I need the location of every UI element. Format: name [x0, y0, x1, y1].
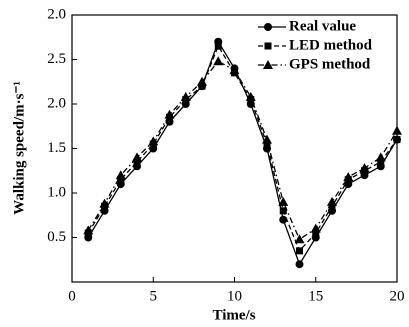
x-tick-label: 0 — [68, 288, 76, 304]
point — [343, 171, 354, 181]
point — [133, 158, 141, 166]
legend-label: LED method — [289, 37, 373, 53]
series-line — [87, 40, 398, 266]
plot-frame — [71, 14, 398, 283]
series-line — [87, 44, 398, 253]
point — [180, 91, 191, 101]
point — [197, 76, 207, 86]
point — [294, 234, 305, 244]
point — [328, 202, 336, 210]
point — [263, 140, 271, 148]
y-tick-label: 1.0 — [47, 184, 66, 200]
y-tick-label: 0.5 — [47, 229, 66, 245]
y-tick-label: 1.5 — [47, 140, 66, 156]
point — [279, 215, 288, 224]
x-tick-label: 15 — [308, 288, 323, 304]
point — [115, 170, 126, 180]
point — [278, 196, 289, 206]
legend-marker — [264, 23, 272, 31]
legend-marker — [263, 60, 273, 69]
point — [393, 136, 401, 144]
y-tick-label: 2.0 — [47, 95, 66, 111]
series-line — [87, 60, 398, 241]
y-tick-label: 2.0 — [47, 6, 66, 22]
legend-marker — [264, 42, 272, 50]
point — [214, 42, 222, 50]
point — [245, 91, 256, 101]
point — [198, 82, 206, 90]
point — [312, 229, 320, 237]
point — [377, 158, 385, 166]
y-axis-label: Walking speed/m·s⁻¹ — [11, 81, 27, 215]
point — [99, 198, 110, 208]
point — [392, 125, 402, 135]
y-tick-label: 2.5 — [47, 51, 66, 67]
point — [310, 223, 321, 233]
point — [148, 136, 159, 146]
point — [327, 196, 337, 206]
point — [83, 225, 94, 235]
point — [262, 134, 272, 144]
point — [164, 109, 175, 119]
point — [359, 163, 370, 173]
point — [279, 207, 287, 215]
point — [296, 247, 303, 255]
legend-label: GPS method — [289, 56, 371, 72]
point — [229, 65, 240, 75]
x-tick-label: 10 — [227, 288, 242, 304]
point — [295, 260, 304, 269]
x-tick-label: 20 — [390, 288, 405, 304]
point — [117, 176, 125, 184]
point — [213, 56, 224, 66]
legend-label: Real value — [289, 18, 356, 34]
x-tick-label: 5 — [150, 288, 158, 304]
x-axis-label: Time/s — [212, 307, 255, 323]
point — [132, 152, 142, 162]
point — [375, 152, 386, 162]
